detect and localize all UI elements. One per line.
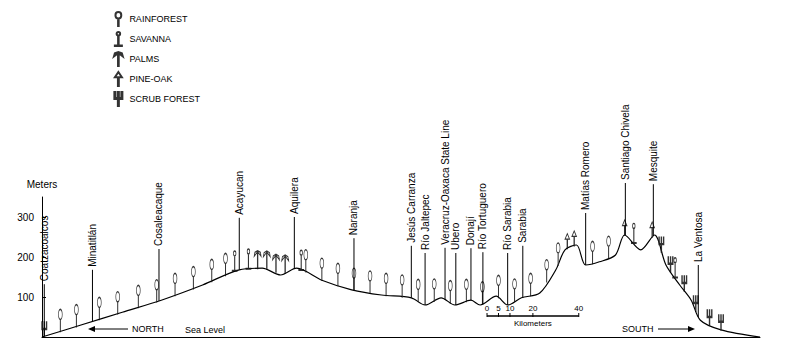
svg-text:Minatitlán: Minatitlán <box>87 224 98 267</box>
svg-text:40: 40 <box>574 304 583 313</box>
svg-text:Aquilera: Aquilera <box>289 177 300 214</box>
svg-text:Mesquite: Mesquite <box>648 140 659 181</box>
svg-text:PINE-OAK: PINE-OAK <box>129 74 172 84</box>
svg-text:Veracruz-Oaxaca State Line: Veracruz-Oaxaca State Line <box>440 119 451 245</box>
svg-text:Río Sarabia: Río Sarabia <box>502 197 513 250</box>
svg-text:Río Tortuguero: Río Tortuguero <box>477 183 488 249</box>
svg-text:Río Jaltepec: Río Jaltepec <box>420 194 431 250</box>
svg-text:SAVANNA: SAVANNA <box>129 34 171 44</box>
svg-text:RAINFOREST: RAINFOREST <box>129 14 188 24</box>
svg-text:300: 300 <box>17 212 34 223</box>
svg-text:5: 5 <box>496 304 501 313</box>
svg-text:SOUTH: SOUTH <box>622 324 654 334</box>
svg-text:20: 20 <box>528 304 537 313</box>
svg-text:SCRUB FOREST: SCRUB FOREST <box>129 94 200 104</box>
svg-text:Cosaleacaque: Cosaleacaque <box>153 182 164 246</box>
svg-text:Kilometers: Kilometers <box>514 319 552 328</box>
svg-text:Santiago Chivela: Santiago Chivela <box>620 104 631 180</box>
svg-text:Sea Level: Sea Level <box>185 325 225 335</box>
svg-text:Sarabia: Sarabia <box>517 208 528 243</box>
svg-text:Ubero: Ubero <box>450 222 461 250</box>
svg-text:Matías Romero: Matías Romero <box>580 141 591 210</box>
svg-text:La Ventosa: La Ventosa <box>693 212 704 262</box>
svg-text:200: 200 <box>17 252 34 263</box>
svg-text:Coatzacoalcos: Coatzacoalcos <box>39 216 50 282</box>
svg-text:Acayucan: Acayucan <box>234 171 245 215</box>
svg-text:Naranja: Naranja <box>348 200 359 235</box>
svg-text:Meters: Meters <box>27 179 58 190</box>
svg-text:Jesús Carranza: Jesús Carranza <box>406 172 417 242</box>
svg-text:NORTH: NORTH <box>132 324 164 334</box>
svg-text:10: 10 <box>506 304 515 313</box>
svg-text:100: 100 <box>17 292 34 303</box>
svg-text:Donají: Donají <box>465 216 476 245</box>
svg-text:0: 0 <box>485 304 490 313</box>
svg-text:PALMS: PALMS <box>129 54 159 64</box>
